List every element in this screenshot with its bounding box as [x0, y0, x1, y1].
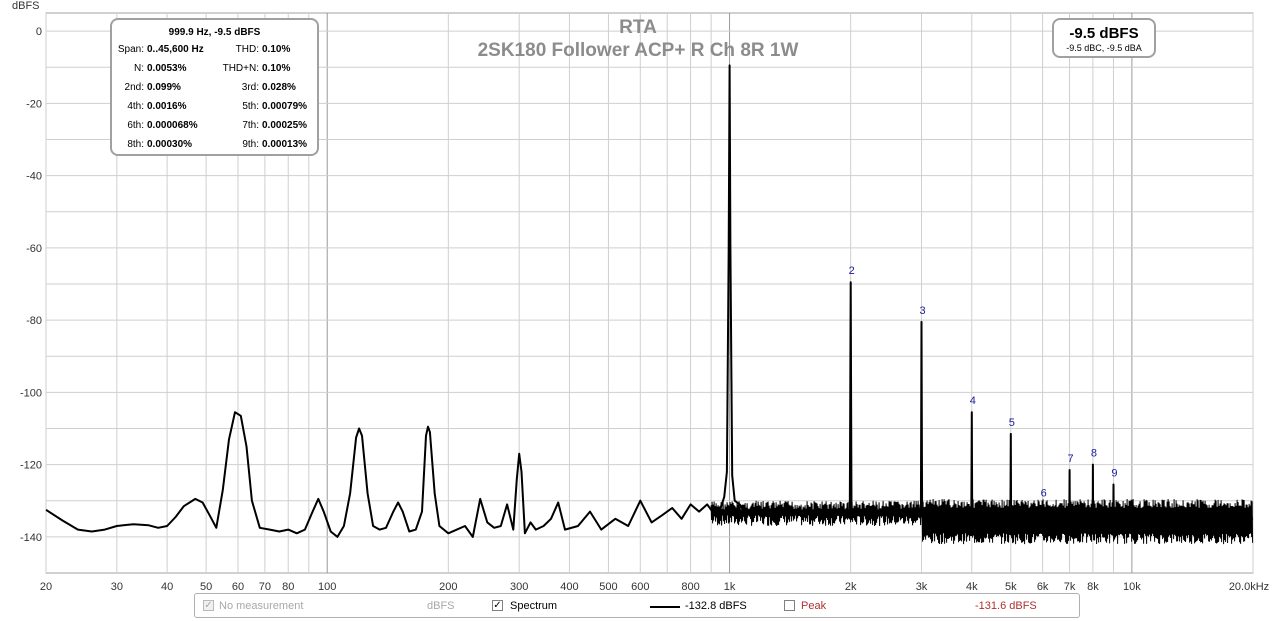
- stat-value: 0.000068%: [147, 120, 198, 131]
- stats-row: N: 0.0053% THD+N: 0.10%: [112, 59, 317, 78]
- harmonic-label: 3: [919, 305, 925, 317]
- stats-row: 4th: 0.0016% 5th: 0.00079%: [112, 97, 317, 116]
- peak-value: -131.6 dBFS: [975, 600, 1037, 612]
- harmonic-label: 4: [970, 395, 976, 407]
- spectrum-line: [45, 64, 1253, 538]
- stats-row: 2nd: 0.099% 3rd: 0.028%: [112, 78, 317, 97]
- no-measurement-checkbox[interactable]: ✓: [203, 600, 214, 611]
- level-weighted-values: -9.5 dBC, -9.5 dBA: [1066, 43, 1142, 53]
- spectrum-line-swatch: [650, 606, 680, 608]
- stats-row: Span: 0..45,600 Hz THD: 0.10%: [112, 40, 317, 59]
- legend-bar: ✓ No measurement dBFS ✓ Spectrum -132.8 …: [194, 593, 1080, 618]
- x-tick-label: 800: [681, 581, 699, 593]
- stat-label: 5th:: [242, 101, 259, 112]
- stat-value: 0.00025%: [262, 120, 308, 131]
- x-tick-label: 80: [282, 581, 294, 593]
- harmonic-label: 7: [1068, 453, 1074, 465]
- stats-row: 8th: 0.00030% 9th: 0.00013%: [112, 135, 317, 154]
- chart-title: RTA: [619, 17, 657, 38]
- peak-checkbox[interactable]: [784, 600, 795, 611]
- harmonic-labels: 2 3 4 5 6 7 8 9: [849, 265, 1118, 499]
- stats-rows: Span: 0..45,600 Hz THD: 0.10% N: 0.0053% THD+N…: [112, 40, 317, 154]
- stat-label: THD+N:: [222, 63, 259, 74]
- stat-label: 2nd:: [124, 82, 144, 93]
- spectrum-value: -132.8 dBFS: [685, 600, 747, 612]
- level-meter: -9.5 dBFS -9.5 dBC, -9.5 dBA: [1052, 18, 1156, 58]
- stat-value: 0..45,600 Hz: [147, 44, 204, 55]
- x-tick-label: 400: [560, 581, 578, 593]
- spectrum-label: Spectrum: [510, 600, 558, 612]
- y-tick-label: -100: [20, 387, 42, 399]
- no-measurement-unit: dBFS: [427, 600, 455, 612]
- x-tick-label: 30: [111, 581, 123, 593]
- stats-row: 6th: 0.000068% 7th: 0.00025%: [112, 116, 317, 135]
- stat-value: 0.00030%: [147, 139, 193, 150]
- stat-value: 0.099%: [147, 82, 181, 93]
- harmonic-label: 6: [1041, 487, 1047, 499]
- x-tick-label: 6k: [1037, 581, 1049, 593]
- x-tick-label: 3k: [916, 581, 928, 593]
- stat-value: 0.10%: [262, 44, 291, 55]
- stat-label: 3rd:: [241, 82, 259, 93]
- stat-value: 0.0053%: [147, 63, 187, 74]
- x-tick-label: 100: [318, 581, 336, 593]
- distortion-stats-panel: 999.9 Hz, -9.5 dBFS Span: 0..45,600 Hz THD…: [110, 18, 319, 156]
- stat-value: 0.0016%: [147, 101, 187, 112]
- harmonic-label: 9: [1111, 467, 1117, 479]
- harmonic-label: 2: [849, 265, 855, 277]
- x-tick-label: 600: [631, 581, 649, 593]
- stat-label: 8th:: [127, 139, 144, 150]
- stat-value: 0.00079%: [262, 101, 308, 112]
- stat-label: 4th:: [127, 101, 144, 112]
- x-tick-label: 8k: [1087, 581, 1099, 593]
- stat-label: N:: [134, 63, 144, 74]
- stats-header: 999.9 Hz, -9.5 dBFS: [168, 27, 261, 38]
- x-tick-label: 500: [599, 581, 617, 593]
- y-tick-label: 0: [36, 26, 42, 38]
- x-tick-label: 40: [161, 581, 173, 593]
- axes: 0 -20 -40 -60 -80 -100 -120 -140 20 30 40 50 60 70 80 1…: [20, 26, 1269, 593]
- y-tick-label: -120: [20, 460, 42, 472]
- harmonic-label: 5: [1009, 417, 1015, 429]
- y-tick-label: -60: [26, 243, 42, 255]
- x-tick-label: 50: [200, 581, 212, 593]
- x-tick-label: 20.0kHz: [1229, 581, 1269, 593]
- stat-value: 0.00013%: [262, 139, 308, 150]
- x-tick-label: 4k: [966, 581, 978, 593]
- x-tick-label: 1k: [724, 581, 736, 593]
- no-measurement-label: No measurement: [219, 600, 304, 612]
- stat-label: Span:: [117, 44, 144, 55]
- x-tick-label: 7k: [1064, 581, 1076, 593]
- x-tick-label: 10k: [1123, 581, 1141, 593]
- stat-value: 0.028%: [262, 82, 296, 93]
- x-tick-label: 5k: [1005, 581, 1017, 593]
- stat-label: 7th:: [242, 120, 259, 131]
- y-tick-label: -140: [20, 532, 42, 544]
- x-tick-label: 200: [439, 581, 457, 593]
- stat-label: 6th:: [127, 120, 144, 131]
- chart-subtitle: 2SK180 Follower ACP+ R Ch 8R 1W: [478, 40, 799, 61]
- x-tick-label: 60: [232, 581, 244, 593]
- level-main-value: -9.5 dBFS: [1069, 25, 1139, 42]
- spectrum-series: [45, 64, 1254, 545]
- spectrum-checkbox[interactable]: ✓: [492, 600, 503, 611]
- y-axis-label: dBFS: [12, 0, 40, 12]
- x-tick-label: 2k: [845, 581, 857, 593]
- y-tick-label: -20: [26, 98, 42, 110]
- stat-value: 0.10%: [262, 63, 291, 74]
- stat-label: THD:: [235, 44, 259, 55]
- stat-label: 9th:: [242, 139, 259, 150]
- y-tick-label: -80: [26, 315, 42, 327]
- x-tick-label: 70: [259, 581, 271, 593]
- x-tick-label: 20: [40, 581, 52, 593]
- x-tick-label: 300: [510, 581, 528, 593]
- harmonic-label: 8: [1091, 448, 1097, 460]
- y-tick-label: -40: [26, 171, 42, 183]
- peak-label: Peak: [801, 600, 827, 612]
